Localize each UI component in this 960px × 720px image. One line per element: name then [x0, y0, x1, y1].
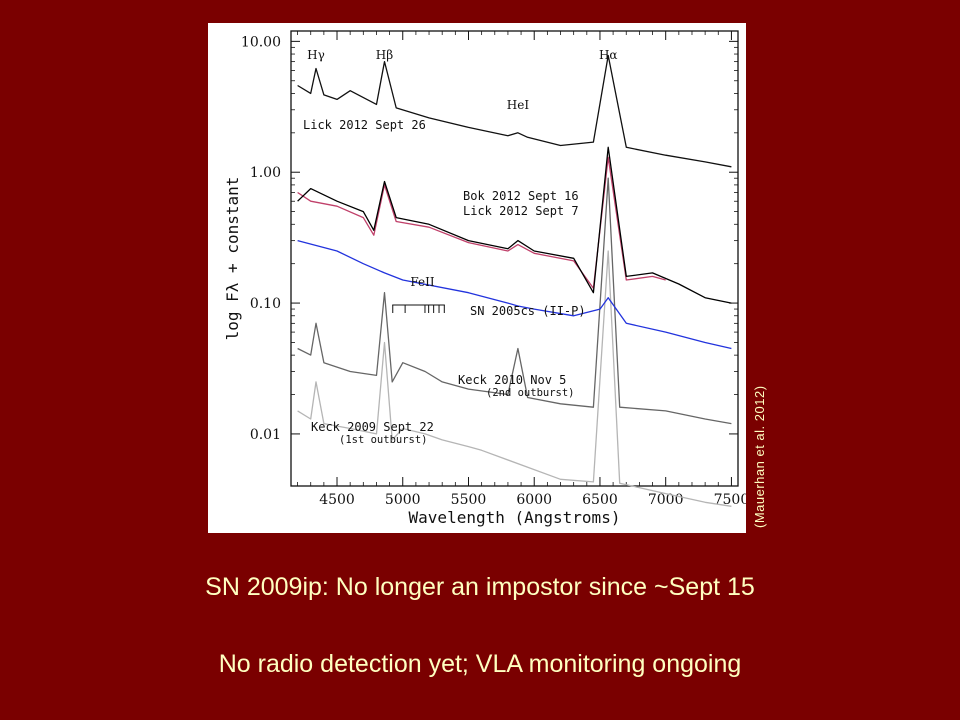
x-tick-label: 6500	[582, 492, 618, 508]
plot-frame	[290, 30, 739, 487]
line-id-label: Hγ	[307, 48, 325, 62]
y-tick-label: 0.01	[250, 427, 281, 443]
caption-line-2: No radio detection yet; VLA monitoring o…	[218, 650, 742, 678]
series-line	[297, 54, 732, 168]
series-line	[297, 239, 732, 350]
line-id-label: FeII	[410, 275, 435, 289]
series-line	[297, 250, 732, 507]
spectrum-label: Lick 2012 Sept 7	[463, 204, 579, 218]
series-line	[297, 177, 732, 425]
x-tick-label: 7500	[714, 492, 746, 508]
citation-credit: (Mauerhan et al. 2012)	[752, 385, 767, 528]
spectrum-label: Bok 2012 Sept 16	[463, 189, 579, 203]
x-tick-label: 5000	[385, 492, 421, 508]
x-tick-label: 7000	[648, 492, 684, 508]
x-tick-label: 5500	[451, 492, 487, 508]
line-id-label: HeI	[507, 98, 530, 112]
spectra-chart: 4500 5000 5500 6000 6500 7000 7500 10.00 1.00 0.1…	[223, 30, 746, 527]
spectrum-sublabel: (1st outburst)	[339, 434, 428, 446]
series-line	[297, 156, 666, 289]
caption-line-1: SN 2009ip: No longer an impostor since ~…	[205, 573, 755, 601]
series-line	[297, 146, 732, 304]
spectrum-label: Lick 2012 Sept 26	[303, 118, 426, 132]
x-tick-label: 4500	[319, 492, 355, 508]
line-id-label: Hβ	[376, 48, 393, 62]
y-axis-label: log Fλ + constant	[223, 177, 242, 341]
spectrum-label: SN 2005cs (II-P)	[470, 304, 586, 318]
y-tick-label: 10.00	[241, 34, 281, 50]
line-id-label: Hα	[599, 48, 618, 62]
x-axis-label: Wavelength (Angstroms)	[409, 508, 621, 527]
y-tick-label: 0.10	[250, 296, 281, 312]
spectrum-label: Keck 2010 Nov 5	[458, 373, 566, 387]
spectra-figure: 4500 5000 5500 6000 6500 7000 7500 10.00 1.00 0.1…	[208, 23, 746, 533]
spectrum-label: Keck 2009 Sept 22	[311, 420, 434, 434]
y-tick-label: 1.00	[250, 165, 281, 181]
x-tick-label: 6000	[516, 492, 552, 508]
spectrum-sublabel: (2nd outburst)	[486, 387, 575, 399]
